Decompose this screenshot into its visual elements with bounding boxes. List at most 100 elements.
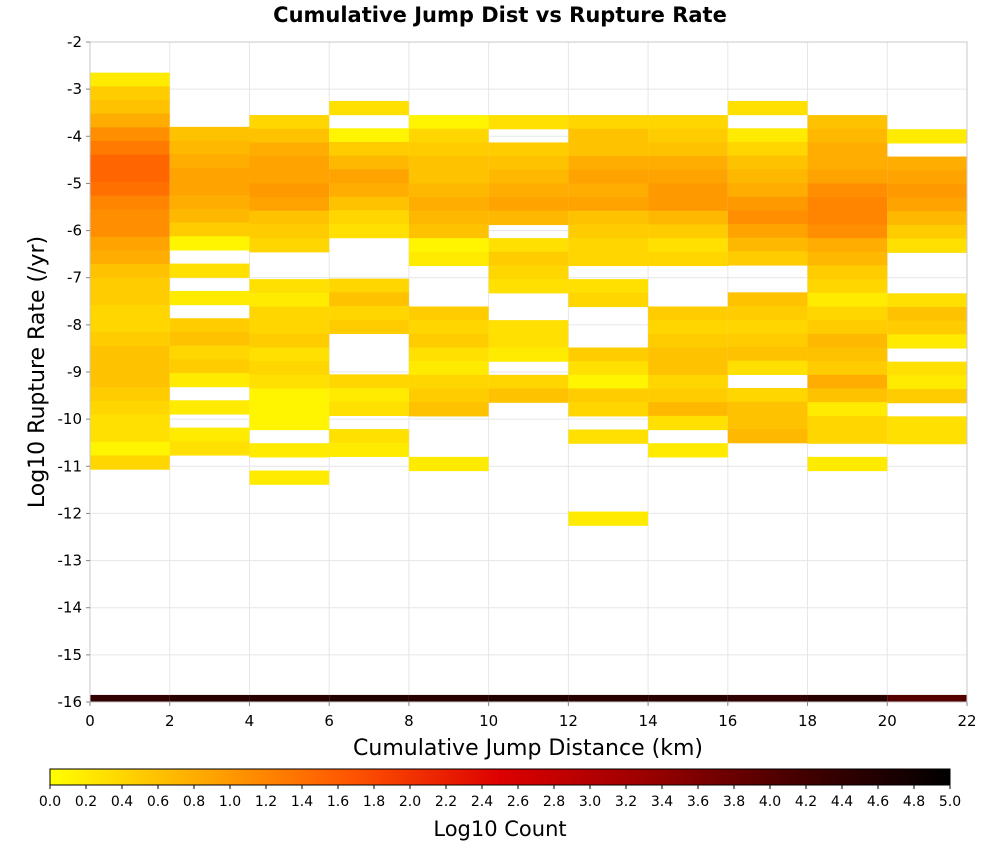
heatmap-cell bbox=[249, 224, 330, 239]
heatmap-cell bbox=[249, 374, 330, 390]
heatmap-cell bbox=[727, 319, 808, 334]
heatmap-cell bbox=[329, 141, 409, 157]
heatmap-cell bbox=[408, 156, 489, 171]
heatmap-cell bbox=[249, 238, 330, 253]
y-tick-label: -3 bbox=[67, 80, 82, 98]
heatmap-cell-bottom bbox=[807, 694, 888, 702]
heatmap-cell bbox=[488, 183, 569, 198]
heatmap-cell bbox=[169, 208, 250, 224]
heatmap-cell bbox=[648, 388, 728, 403]
heatmap-cell bbox=[727, 251, 808, 266]
heatmap-cell bbox=[648, 402, 728, 417]
heatmap-cell bbox=[408, 320, 489, 335]
heatmap-cell bbox=[727, 100, 808, 116]
heatmap-cell bbox=[568, 224, 649, 239]
heatmap-cell-bottom bbox=[568, 694, 649, 702]
heatmap-cell bbox=[648, 197, 728, 212]
heatmap-cell bbox=[408, 374, 489, 390]
heatmap-cell bbox=[488, 169, 569, 185]
heatmap-cell bbox=[249, 128, 330, 144]
heatmap-cell-bottom bbox=[408, 694, 489, 702]
heatmap-cell bbox=[329, 182, 409, 198]
heatmap-cell bbox=[727, 306, 808, 321]
heatmap-cell bbox=[90, 428, 170, 443]
heatmap-cell bbox=[90, 305, 170, 320]
heatmap-cell bbox=[90, 264, 170, 279]
heatmap-cell bbox=[90, 236, 170, 251]
colorbar-tick-label: 1.4 bbox=[291, 794, 313, 810]
heatmap-cell bbox=[329, 210, 409, 225]
heatmap-cell bbox=[408, 456, 489, 472]
heatmap-cell bbox=[90, 223, 170, 238]
heatmap-cell bbox=[169, 359, 250, 374]
heatmap-cell bbox=[249, 210, 330, 226]
heatmap-cell bbox=[408, 169, 489, 185]
heatmap-cell bbox=[568, 511, 649, 526]
heatmap-cell bbox=[169, 372, 250, 388]
heatmap-cell bbox=[568, 142, 649, 157]
heatmap-cell bbox=[648, 443, 728, 458]
heatmap-cell bbox=[249, 320, 330, 335]
heatmap-cell bbox=[90, 414, 170, 429]
heatmap-cell bbox=[807, 169, 888, 185]
heatmap-cell bbox=[90, 277, 170, 292]
heatmap-cell bbox=[169, 318, 250, 333]
colorbar-tick-label: 3.2 bbox=[615, 794, 637, 810]
heatmap-cell bbox=[887, 416, 967, 431]
heatmap-cell bbox=[488, 197, 569, 212]
heatmap-cell bbox=[329, 278, 409, 293]
heatmap-cell bbox=[90, 332, 170, 347]
heatmap-cell bbox=[329, 388, 409, 403]
colorbar-tick-label: 4.0 bbox=[759, 794, 781, 810]
heatmap-cell bbox=[90, 168, 170, 183]
heatmap-cell bbox=[169, 181, 250, 196]
heatmap-cell bbox=[887, 361, 967, 376]
heatmap-cell bbox=[807, 128, 888, 144]
colorbar-tick-label: 5.0 bbox=[939, 794, 961, 810]
heatmap-cell-bottom bbox=[90, 694, 170, 702]
heatmap-cell bbox=[807, 265, 888, 280]
x-tick-label: 4 bbox=[245, 712, 255, 730]
heatmap-cell bbox=[887, 293, 967, 308]
heatmap-cell bbox=[887, 156, 967, 171]
heatmap-cell bbox=[648, 238, 728, 253]
x-tick-label: 20 bbox=[878, 712, 897, 730]
colorbar-tick-label: 4.6 bbox=[867, 794, 889, 810]
heatmap-cell-bottom bbox=[169, 694, 250, 702]
heatmap-cell bbox=[568, 374, 649, 390]
heatmap-cell bbox=[408, 183, 489, 198]
colorbar-tick-label: 0.0 bbox=[39, 794, 61, 810]
y-tick-label: -2 bbox=[67, 33, 82, 51]
y-tick-label: -5 bbox=[67, 174, 82, 192]
heatmap-cell bbox=[90, 113, 170, 128]
heatmap-cell bbox=[568, 183, 649, 198]
heatmap-cell bbox=[249, 169, 330, 185]
heatmap-cell bbox=[887, 334, 967, 349]
heatmap-cell bbox=[90, 400, 170, 416]
heatmap-cell bbox=[329, 374, 409, 389]
heatmap-cell bbox=[249, 347, 330, 362]
heatmap-cell bbox=[90, 209, 170, 224]
heatmap-cell bbox=[568, 238, 649, 253]
heatmap-cell bbox=[408, 128, 489, 144]
heatmap-cell bbox=[727, 128, 808, 143]
heatmap-cell bbox=[329, 306, 409, 321]
heatmap-cell bbox=[90, 195, 170, 210]
heatmap-cell bbox=[169, 126, 250, 142]
heatmap-cell bbox=[249, 115, 330, 130]
x-tick-label: 14 bbox=[639, 712, 658, 730]
heatmap-cell bbox=[568, 210, 649, 226]
heatmap-cell bbox=[887, 388, 967, 404]
heatmap-cell bbox=[568, 388, 649, 403]
heatmap-cell bbox=[807, 361, 888, 376]
heatmap-cell bbox=[329, 155, 409, 170]
y-tick-label: -14 bbox=[58, 599, 83, 617]
heatmap-cell bbox=[727, 223, 808, 239]
heatmap-cell bbox=[568, 292, 649, 308]
heatmap-cell bbox=[488, 115, 569, 130]
heatmap-cell bbox=[90, 359, 170, 375]
y-tick-label: -15 bbox=[58, 646, 83, 664]
heatmap-cell bbox=[887, 320, 967, 335]
colorbar-tick-label: 3.4 bbox=[651, 794, 673, 810]
heatmap-cell bbox=[807, 224, 888, 239]
